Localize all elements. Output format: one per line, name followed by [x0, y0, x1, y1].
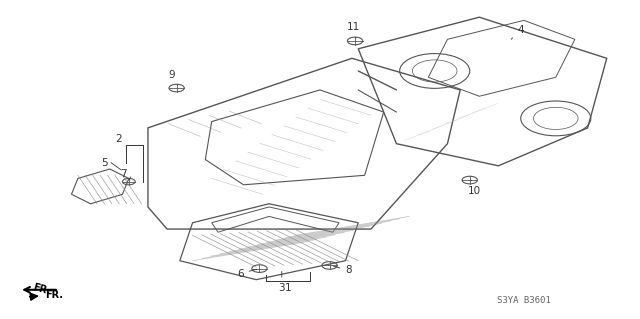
Text: FR.: FR.: [29, 290, 63, 300]
Text: 2: 2: [115, 134, 122, 144]
Text: 3: 3: [278, 271, 285, 293]
Text: 8: 8: [333, 265, 352, 275]
Text: 7: 7: [120, 169, 127, 179]
Text: 9: 9: [169, 70, 177, 85]
Text: 4: 4: [511, 25, 524, 39]
Text: 11: 11: [346, 22, 360, 38]
Text: 10: 10: [468, 180, 481, 196]
Text: 5: 5: [101, 158, 108, 168]
Text: S3YA B3601: S3YA B3601: [497, 296, 551, 305]
Text: 6: 6: [237, 269, 257, 278]
Text: 1: 1: [285, 283, 291, 293]
Text: FR.: FR.: [31, 283, 52, 297]
